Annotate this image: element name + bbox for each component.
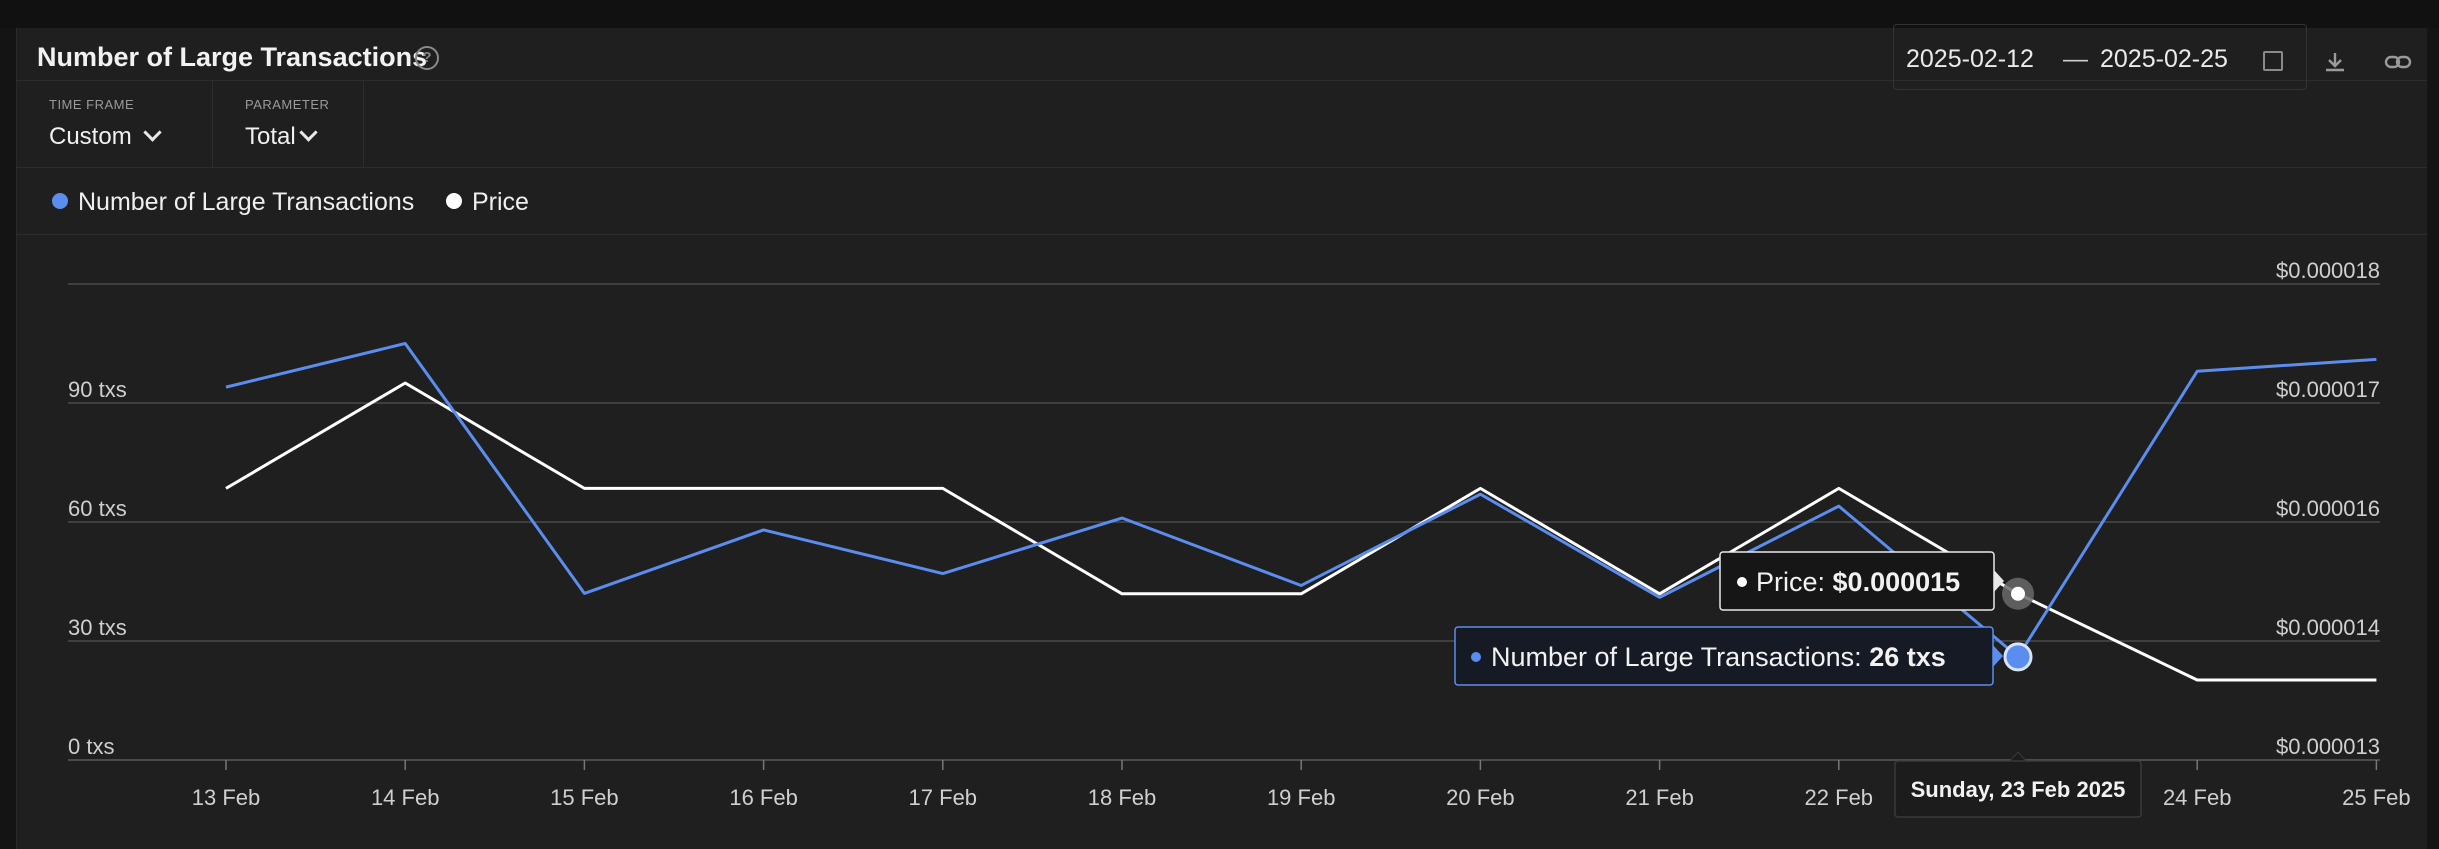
hover-marker-transactions xyxy=(2003,642,2033,672)
chart-title: Number of Large Transactions xyxy=(37,42,428,72)
tooltip-date-box xyxy=(1894,760,2142,818)
y-left-tick-label: 0 txs xyxy=(68,734,114,759)
tooltip-price-value: $0.000015 xyxy=(1833,567,1961,597)
date-range-picker[interactable]: 2025-02-12 — 2025-02-25 xyxy=(1893,24,2307,90)
top-bar xyxy=(0,0,2439,28)
tooltip-date-text: Sunday, 23 Feb 2025 xyxy=(1911,777,2126,802)
parameter-label: PARAMETER xyxy=(245,97,330,112)
tooltip-price-dot xyxy=(1737,577,1747,587)
x-tick-label: 20 Feb xyxy=(1446,785,1515,810)
parameter-select[interactable]: PARAMETER Total xyxy=(213,81,364,167)
tooltip-tx-dot xyxy=(1471,652,1481,662)
x-tick-label: 14 Feb xyxy=(371,785,440,810)
y-right-tick-label: $0.000014 xyxy=(2276,615,2380,640)
panel-header: Number of Large Transactions ? 2025-02-1… xyxy=(17,24,2427,90)
y-left-tick-label: 30 txs xyxy=(68,615,127,640)
x-tick-label: 25 Feb xyxy=(2342,785,2411,810)
time-frame-label: TIME FRAME xyxy=(49,97,135,112)
parameter-value: Total xyxy=(245,123,296,150)
x-tick-label: 13 Feb xyxy=(192,785,261,810)
x-tick-label: 21 Feb xyxy=(1625,785,1694,810)
x-tick-label: 18 Feb xyxy=(1088,785,1157,810)
time-frame-value: Custom xyxy=(49,123,132,150)
legend-item-transactions[interactable]: Number of Large Transactions xyxy=(52,188,414,217)
download-icon[interactable] xyxy=(2321,48,2349,76)
y-left-tick-label: 60 txs xyxy=(68,496,127,521)
tooltip-tx-pointer xyxy=(1993,645,2003,667)
x-tick-label: 15 Feb xyxy=(550,785,619,810)
tooltip-tx-text: Number of Large Transactions: 26 txs xyxy=(1491,642,1946,672)
link-icon[interactable] xyxy=(2383,48,2412,76)
time-frame-select[interactable]: TIME FRAME Custom xyxy=(17,81,213,167)
date-to[interactable]: 2025-02-25 xyxy=(2100,45,2228,73)
legend-dot-icon xyxy=(52,193,68,209)
calendar-icon[interactable] xyxy=(2263,51,2283,71)
y-right-tick-label: $0.000016 xyxy=(2276,496,2380,521)
x-tick-label: 22 Feb xyxy=(1805,785,1874,810)
y-right-tick-label: $0.000013 xyxy=(2276,734,2380,759)
chart-legend: Number of Large Transactions Price xyxy=(17,168,2427,235)
y-left-tick-label: 90 txs xyxy=(68,377,127,402)
tooltip-price-text: Price: $0.000015 xyxy=(1756,567,1960,597)
legend-item-price[interactable]: Price xyxy=(446,188,529,217)
date-from[interactable]: 2025-02-12 xyxy=(1906,45,2034,73)
chart-controls: TIME FRAME Custom PARAMETER Total xyxy=(17,81,2427,168)
legend-dot-icon xyxy=(446,193,462,209)
x-tick-label: 16 Feb xyxy=(729,785,798,810)
chart-panel: Number of Large Transactions ? 2025-02-1… xyxy=(16,24,2427,849)
x-tick-label: 19 Feb xyxy=(1267,785,1336,810)
tooltip-price-pointer xyxy=(1994,570,2004,592)
date-separator: — xyxy=(2063,45,2088,73)
hover-marker-price xyxy=(2011,586,2025,601)
tooltip-price-label: Price: xyxy=(1756,567,1833,597)
series-line-price xyxy=(225,381,2377,682)
x-tick-label: 17 Feb xyxy=(909,785,978,810)
question-circle-icon[interactable]: ? xyxy=(415,46,439,70)
tooltip-tx-value: 26 txs xyxy=(1869,642,1946,672)
y-right-tick-label: $0.000018 xyxy=(2276,258,2380,283)
y-right-tick-label: $0.000017 xyxy=(2276,377,2380,402)
tooltip-tx-label: Number of Large Transactions: xyxy=(1491,642,1869,672)
x-tick-label: 24 Feb xyxy=(2163,785,2232,810)
